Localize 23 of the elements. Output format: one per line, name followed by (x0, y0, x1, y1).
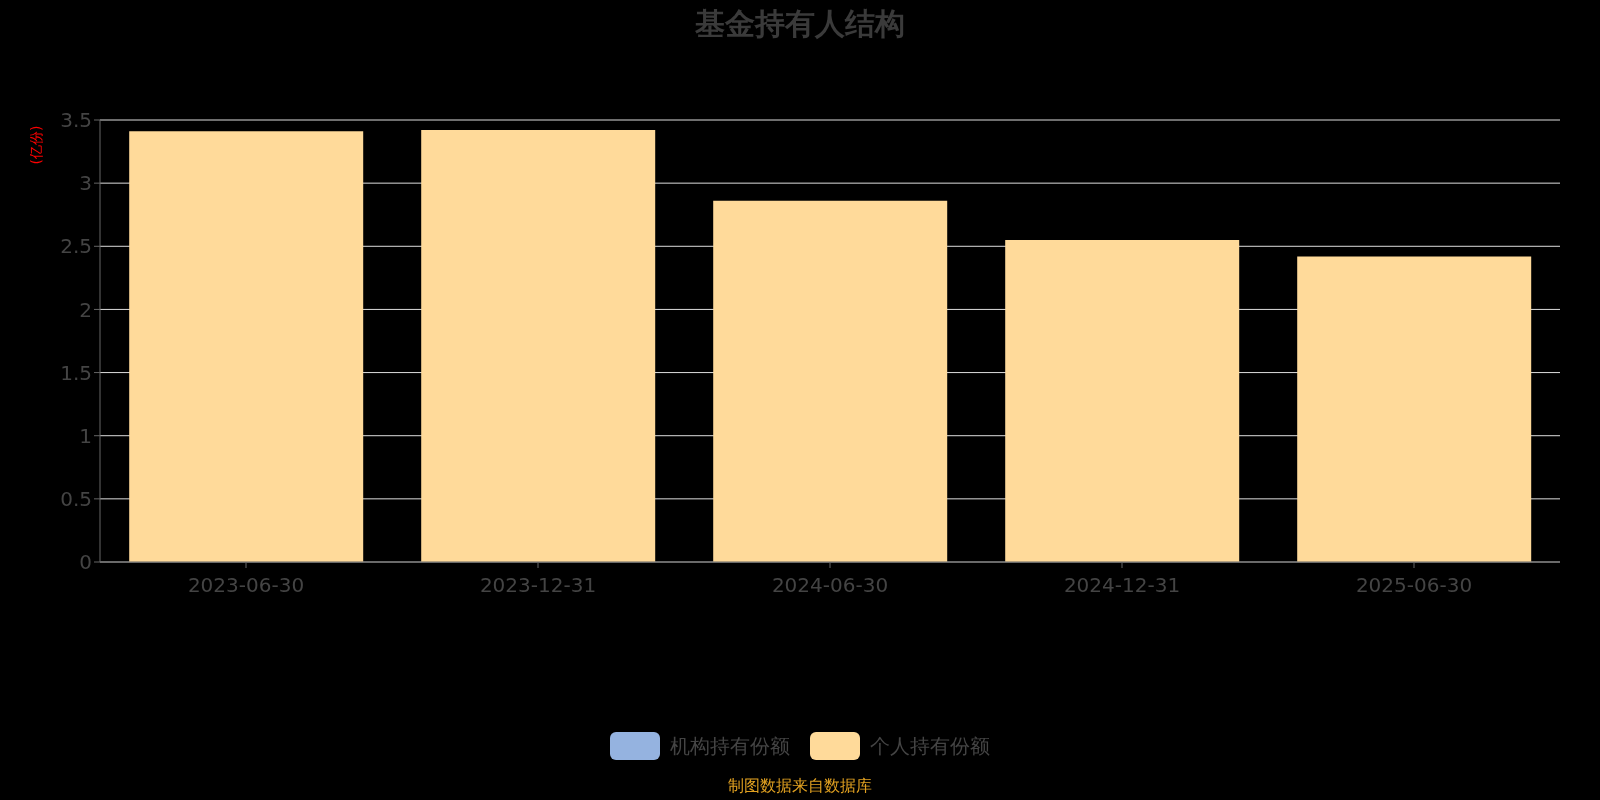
x-tick-label: 2023-12-31 (479, 573, 597, 598)
bar (129, 131, 364, 562)
chart-title: 基金持有人结构 (694, 5, 906, 43)
bar (1297, 256, 1532, 562)
bar (713, 200, 948, 562)
text: 制图数据来自数据库 (727, 776, 873, 797)
x-tick-label: 2024-06-30 (771, 573, 889, 598)
y-tick-label: 1.5 (60, 360, 92, 385)
x-tick-label: 2023-06-30 (187, 573, 305, 598)
y-tick-label: 0 (79, 550, 92, 575)
x-tick-label: 2024-12-31 (1063, 573, 1181, 598)
bar (421, 130, 656, 562)
legend-label: 个人持有份额 (870, 732, 990, 760)
bar (1005, 239, 1240, 562)
y-tick-label: 0.5 (60, 486, 92, 511)
y-tick-label: 1 (79, 423, 92, 448)
legend-label: 机构持有份额 (670, 732, 790, 760)
y-tick-label: 2 (79, 297, 92, 322)
x-tick-label: 2025-06-30 (1355, 573, 1473, 598)
y-axis-title: (亿份) (28, 125, 44, 165)
y-tick-label: 2.5 (60, 234, 92, 259)
y-tick-label: 3.5 (60, 108, 92, 133)
y-tick-label: 3 (79, 171, 92, 196)
